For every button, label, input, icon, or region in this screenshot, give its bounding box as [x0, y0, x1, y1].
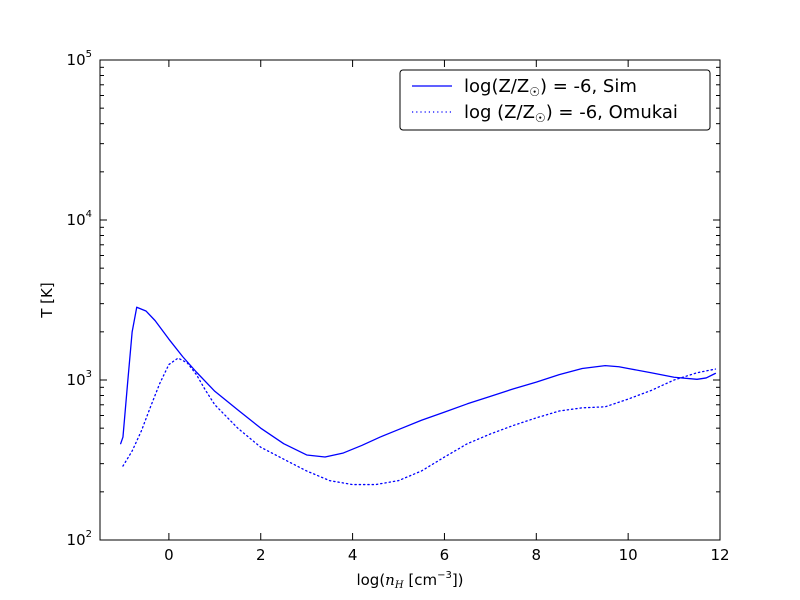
y-tick-label: 105 [67, 49, 92, 69]
legend-box [399, 69, 711, 131]
legend-label-sim: log(Z/Z☉) = -6, Sim [464, 76, 637, 99]
y-tick-label: 102 [67, 529, 92, 549]
legend-label-omukai: log (Z/Z☉) = -6, Omukai [464, 102, 678, 125]
series-line-omukai [122, 357, 717, 486]
x-axis-label: log(nH [cm−3]) [356, 570, 463, 591]
x-tick-label: 12 [710, 546, 729, 564]
y-tick-label: 103 [67, 369, 92, 389]
y-axis-label: T [K] [38, 282, 56, 318]
x-tick-label: 2 [256, 546, 266, 564]
x-tick-label: 4 [348, 546, 358, 564]
plot-area [120, 306, 717, 486]
x-tick-label: 6 [440, 546, 450, 564]
x-tick-label: 8 [532, 546, 542, 564]
series-line-sim [120, 306, 717, 458]
x-tick-label: 10 [619, 546, 638, 564]
legend: log(Z/Z☉) = -6, Sim log (Z/Z☉) = -6, Omu… [399, 69, 711, 131]
y-axis-ticks: 102 103 104 105 [67, 49, 720, 549]
x-tick-label: 0 [164, 546, 174, 564]
y-tick-label: 104 [67, 209, 92, 229]
x-axis-ticks: 0 2 4 6 8 10 12 [164, 60, 730, 564]
plot-frame [99, 59, 721, 541]
